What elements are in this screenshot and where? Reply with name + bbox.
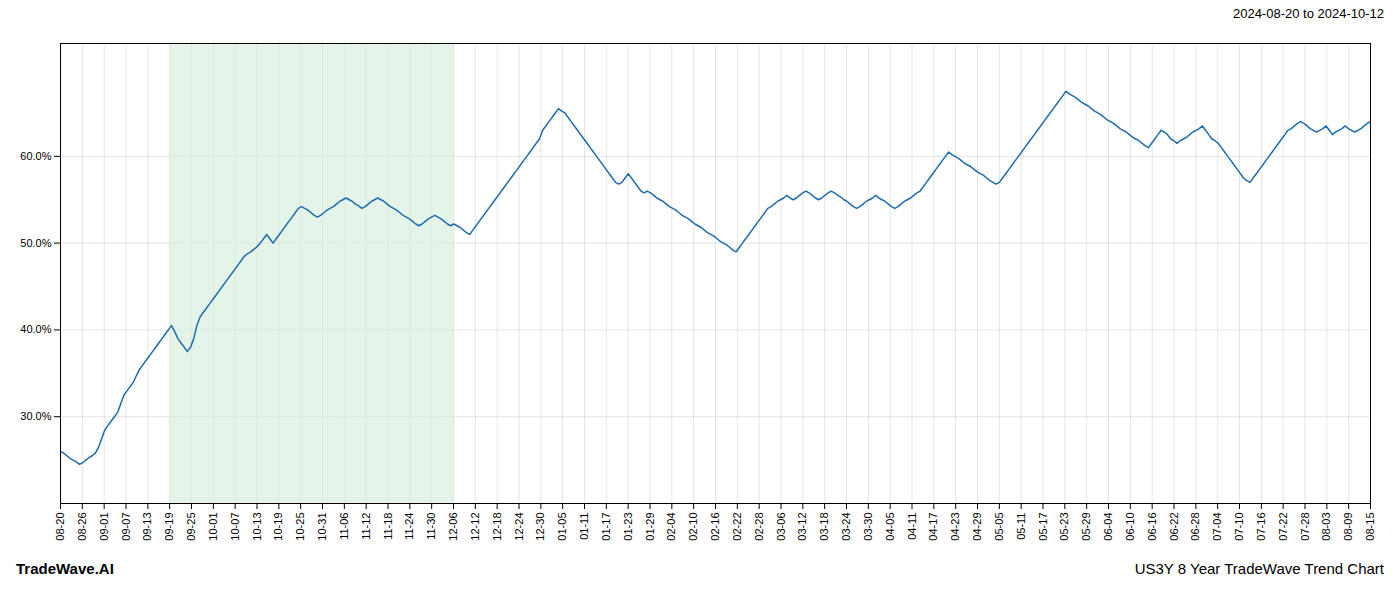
- html-text:TradeWave.AI: TradeWave.AI: [16, 560, 114, 577]
- svg-text:03-06: 03-06: [775, 513, 787, 541]
- svg-text:50.0%: 50.0%: [20, 237, 51, 249]
- svg-text:12-30: 12-30: [534, 513, 546, 541]
- svg-text:03-12: 03-12: [796, 513, 808, 541]
- svg-text:40.0%: 40.0%: [20, 323, 51, 335]
- svg-text:05-17: 05-17: [1037, 513, 1049, 541]
- svg-text:09-07: 09-07: [120, 513, 132, 541]
- svg-text:03-24: 03-24: [840, 513, 852, 541]
- svg-text:02-22: 02-22: [731, 513, 743, 541]
- svg-text:10-19: 10-19: [272, 513, 284, 541]
- svg-text:05-11: 05-11: [1015, 513, 1027, 540]
- svg-text:07-10: 07-10: [1233, 513, 1245, 541]
- svg-text:09-13: 09-13: [141, 513, 153, 541]
- svg-text:11-24: 11-24: [403, 513, 415, 540]
- html-text:US3Y 8 Year TradeWave Trend Ch: US3Y 8 Year TradeWave Trend Chart: [1134, 560, 1384, 577]
- svg-text:12-06: 12-06: [447, 513, 459, 541]
- html-text:2024-08-20 to 2024-10-12: 2024-08-20 to 2024-10-12: [1232, 6, 1384, 21]
- svg-text:03-18: 03-18: [818, 513, 830, 541]
- svg-text:04-17: 04-17: [927, 513, 939, 541]
- svg-text:07-22: 07-22: [1277, 513, 1289, 541]
- svg-text:11-06: 11-06: [338, 513, 350, 540]
- svg-text:10-01: 10-01: [207, 513, 219, 541]
- svg-text:06-28: 06-28: [1189, 513, 1201, 541]
- svg-text:01-05: 01-05: [556, 513, 568, 541]
- svg-text:10-31: 10-31: [316, 513, 328, 541]
- svg-text:08-03: 08-03: [1320, 513, 1332, 541]
- svg-text:01-11: 01-11: [578, 513, 590, 540]
- svg-text:08-15: 08-15: [1364, 513, 1376, 541]
- svg-text:11-12: 11-12: [360, 513, 372, 540]
- svg-text:04-29: 04-29: [971, 513, 983, 541]
- svg-text:02-28: 02-28: [753, 513, 765, 541]
- svg-text:11-18: 11-18: [382, 513, 394, 540]
- svg-text:02-16: 02-16: [709, 513, 721, 541]
- svg-text:04-23: 04-23: [949, 513, 961, 541]
- svg-text:10-25: 10-25: [294, 513, 306, 541]
- svg-text:10-13: 10-13: [251, 513, 263, 541]
- svg-text:08-26: 08-26: [76, 513, 88, 541]
- svg-text:08-09: 08-09: [1342, 513, 1354, 541]
- svg-text:12-18: 12-18: [491, 513, 503, 541]
- svg-text:01-23: 01-23: [622, 513, 634, 541]
- svg-text:10-07: 10-07: [229, 513, 241, 541]
- svg-text:07-16: 07-16: [1255, 513, 1267, 541]
- svg-text:06-16: 06-16: [1146, 513, 1158, 541]
- svg-text:08-20: 08-20: [54, 513, 66, 541]
- svg-text:11-30: 11-30: [425, 513, 437, 540]
- svg-text:07-04: 07-04: [1211, 513, 1223, 541]
- svg-text:12-12: 12-12: [469, 513, 481, 541]
- svg-text:01-29: 01-29: [644, 513, 656, 541]
- svg-text:02-10: 02-10: [687, 513, 699, 541]
- svg-text:06-10: 06-10: [1124, 513, 1136, 541]
- svg-text:05-23: 05-23: [1058, 513, 1070, 541]
- svg-text:06-22: 06-22: [1168, 513, 1180, 541]
- svg-text:60.0%: 60.0%: [20, 150, 51, 162]
- svg-text:12-24: 12-24: [513, 513, 525, 541]
- svg-text:09-01: 09-01: [98, 513, 110, 541]
- svg-text:30.0%: 30.0%: [20, 410, 51, 422]
- svg-text:05-29: 05-29: [1080, 513, 1092, 541]
- svg-text:02-04: 02-04: [665, 513, 677, 541]
- svg-text:06-04: 06-04: [1102, 513, 1114, 541]
- svg-text:05-05: 05-05: [993, 513, 1005, 541]
- svg-text:09-19: 09-19: [163, 513, 175, 541]
- svg-text:04-05: 04-05: [884, 513, 896, 541]
- svg-text:09-25: 09-25: [185, 513, 197, 541]
- svg-text:07-28: 07-28: [1299, 513, 1311, 541]
- svg-text:03-30: 03-30: [862, 513, 874, 541]
- svg-text:01-17: 01-17: [600, 513, 612, 541]
- svg-text:04-11: 04-11: [906, 513, 918, 540]
